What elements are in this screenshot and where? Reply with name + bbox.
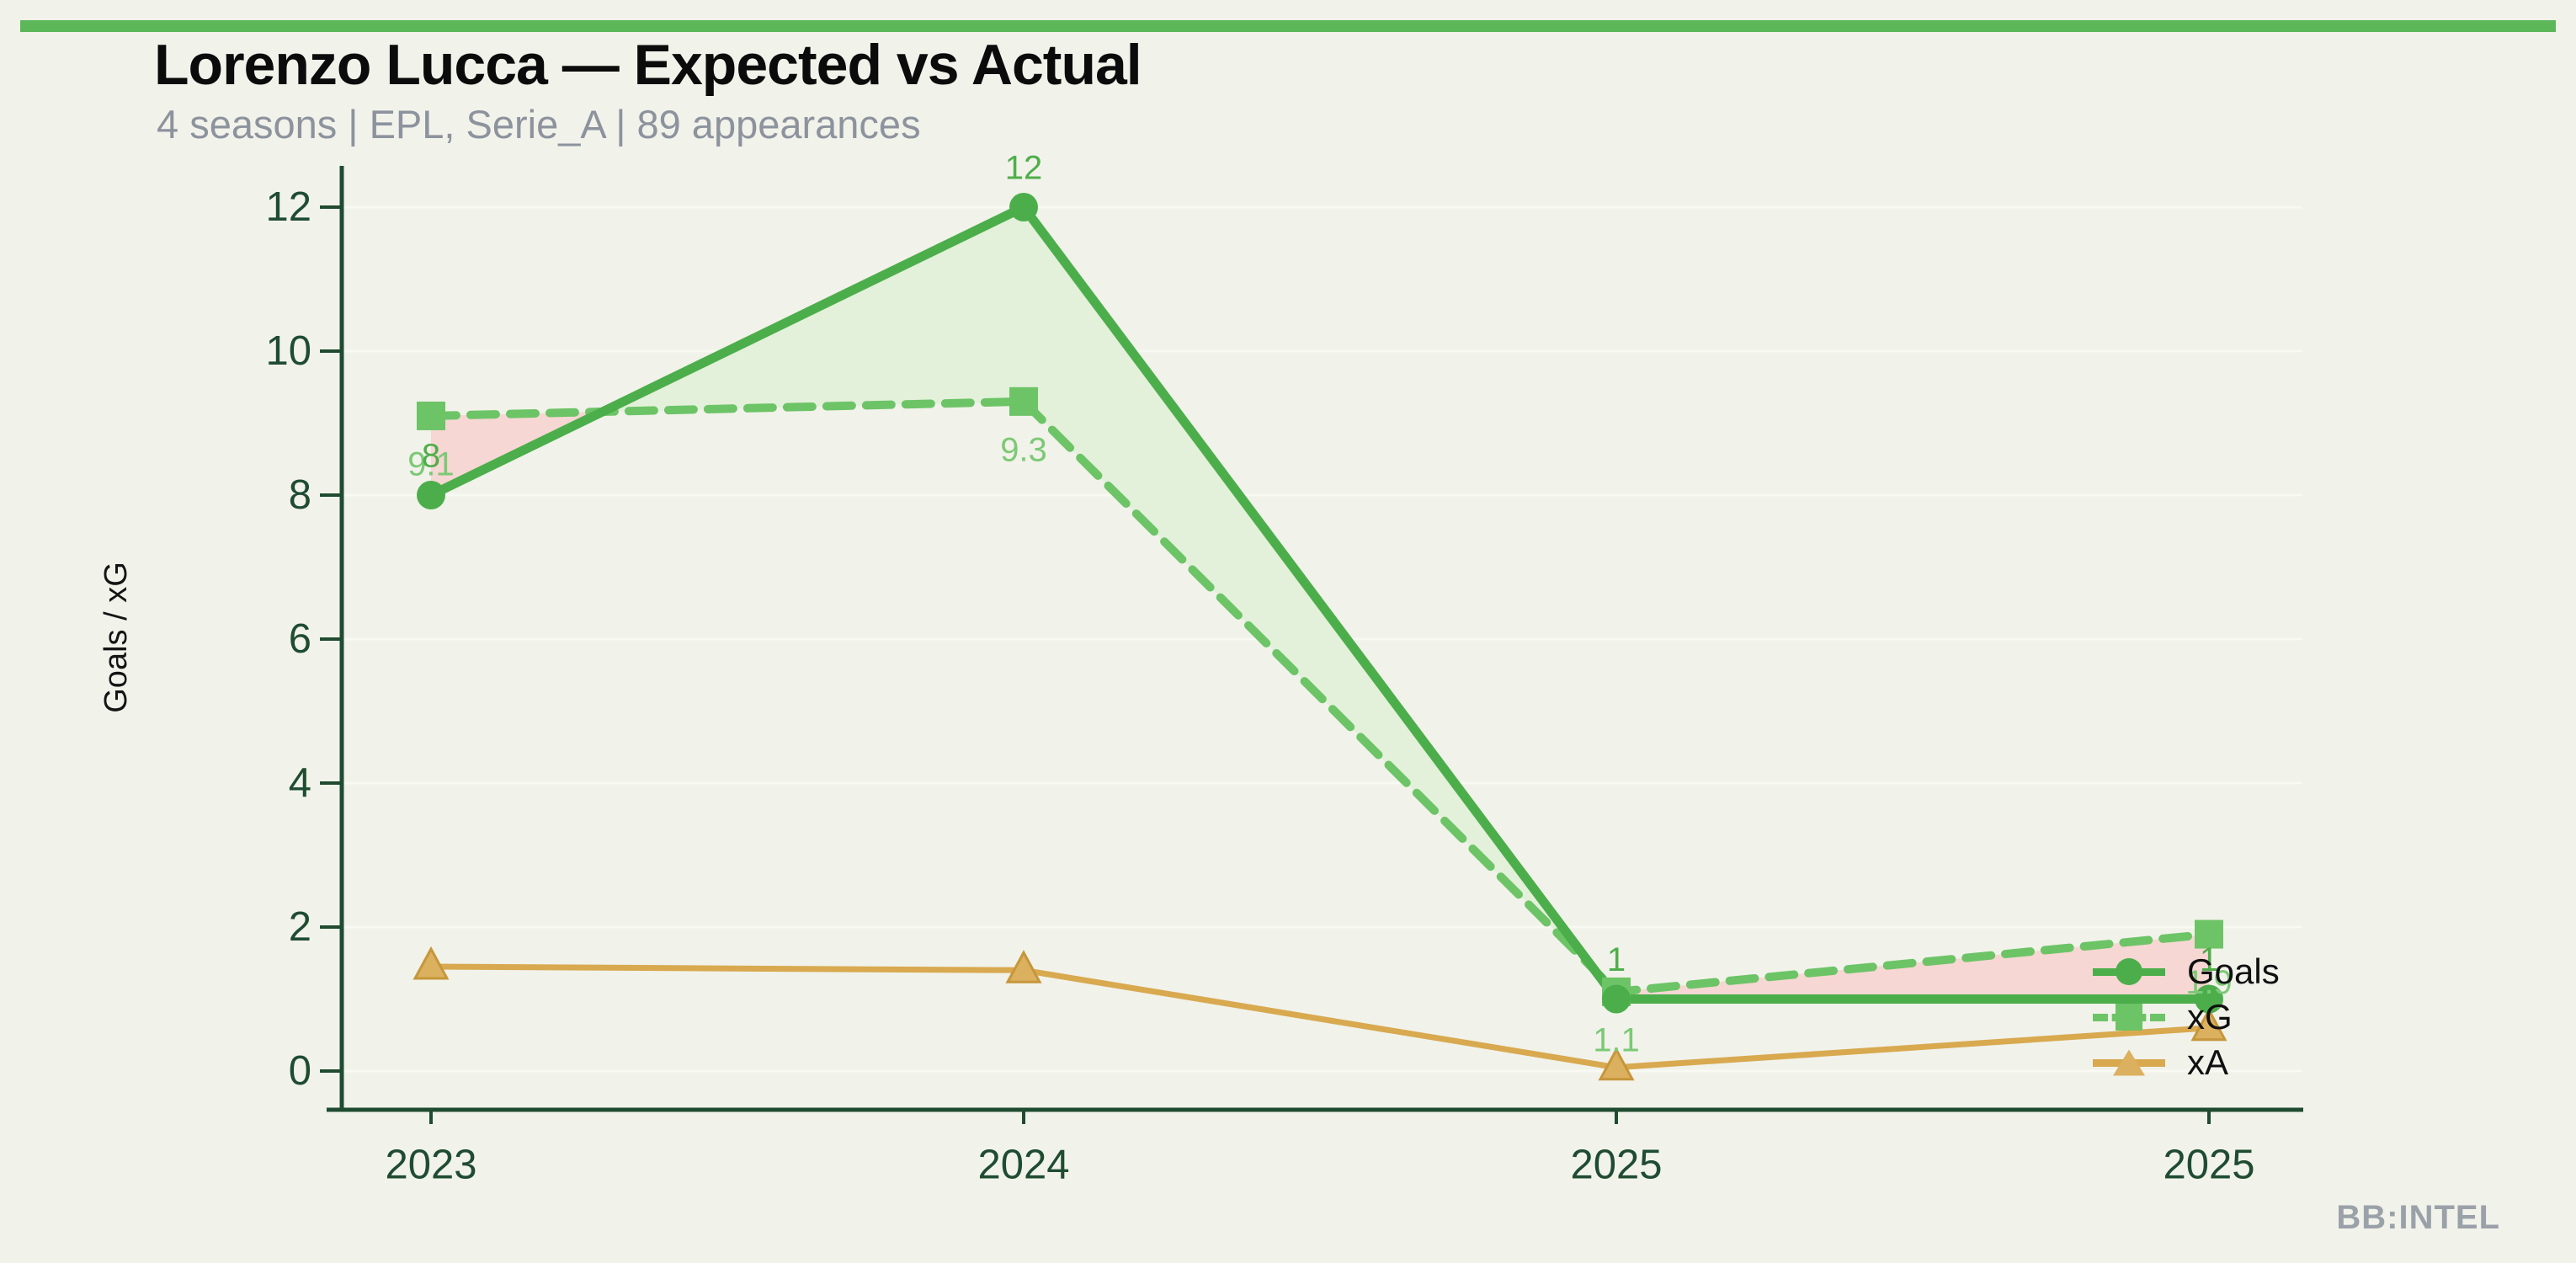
series-markers-xA <box>412 946 2227 1081</box>
svg-text:1: 1 <box>1607 941 1626 978</box>
legend-row-goals: Goals <box>2093 949 2280 994</box>
watermark: BB:INTEL <box>2336 1199 2500 1236</box>
svg-text:2023: 2023 <box>385 1142 476 1187</box>
triangle-marker-icon <box>2113 1049 2145 1076</box>
svg-text:9.1: 9.1 <box>407 446 455 483</box>
series-point-labels-Goals: 8 12 1 1 <box>422 150 2218 979</box>
svg-text:2: 2 <box>289 904 311 950</box>
y-tick-labels: 0 2 4 6 8 10 12 <box>265 184 311 1094</box>
svg-text:1: 1 <box>2200 941 2218 978</box>
svg-text:12: 12 <box>265 184 311 230</box>
svg-text:1.1: 1.1 <box>1593 1022 1640 1059</box>
svg-text:12: 12 <box>1005 150 1043 187</box>
legend-row-xa: xA <box>2093 1040 2280 1085</box>
svg-text:0: 0 <box>289 1048 311 1094</box>
goals-line-swatch <box>2093 957 2165 986</box>
series-line-Goals <box>426 202 2214 1004</box>
svg-text:4: 4 <box>289 760 311 806</box>
svg-text:2025: 2025 <box>1570 1142 1662 1187</box>
series-line-xG <box>427 397 2213 996</box>
svg-text:10: 10 <box>265 328 311 374</box>
svg-text:9.3: 9.3 <box>1000 431 1047 468</box>
series-line-xA <box>428 963 2212 1071</box>
legend-label-xg: xG <box>2187 997 2233 1037</box>
xa-line-swatch <box>2093 1048 2165 1077</box>
series-point-labels-xG: 9.1 9.3 1.1 1.9 <box>407 431 2233 1058</box>
svg-text:1.9: 1.9 <box>2185 964 2233 1001</box>
x-tick-labels: 2023 2024 2025 2025 <box>385 1142 2254 1187</box>
svg-text:8: 8 <box>289 472 311 518</box>
page-title: Lorenzo Lucca — Expected vs Actual <box>154 33 1142 97</box>
y-axis-label: Goals / xG <box>98 562 134 713</box>
axes <box>320 166 2303 1124</box>
legend-label-xa: xA <box>2187 1042 2229 1082</box>
svg-text:2025: 2025 <box>2163 1142 2254 1187</box>
series-markers-Goals <box>417 193 2223 1014</box>
legend-label-goals: Goals <box>2187 951 2280 991</box>
circle-marker-icon <box>2116 958 2142 985</box>
legend-row-xg: xG <box>2093 994 2280 1040</box>
top-accent-bar <box>20 20 2556 32</box>
xg-line-swatch <box>2093 1003 2165 1031</box>
svg-text:2024: 2024 <box>977 1142 1069 1187</box>
chart-legend: Goals xG xA <box>2093 949 2280 1085</box>
svg-text:6: 6 <box>289 616 311 662</box>
page-subtitle: 4 seasons | EPL, Serie_A | 89 appearance… <box>157 102 921 147</box>
svg-text:8: 8 <box>422 438 440 475</box>
square-marker-icon <box>2116 1004 2142 1031</box>
